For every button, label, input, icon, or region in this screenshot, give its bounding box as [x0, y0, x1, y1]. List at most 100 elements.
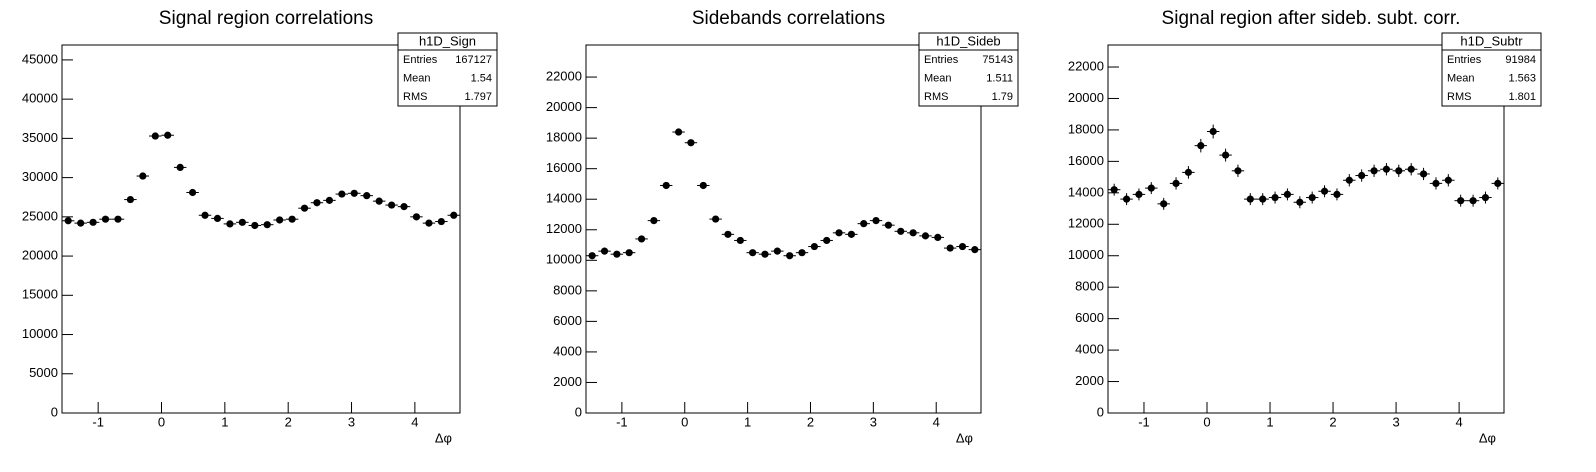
- marker: [1469, 197, 1477, 205]
- stats-value: 1.563: [1508, 72, 1536, 84]
- x-tick-label: 0: [1203, 414, 1210, 429]
- marker: [1147, 184, 1155, 192]
- stats-box: [918, 32, 1019, 107]
- stats-label: Entries: [403, 54, 438, 66]
- stats-value: 75143: [982, 54, 1013, 66]
- marker: [600, 247, 609, 255]
- marker: [1234, 167, 1242, 175]
- y-tick-label: 2000: [1075, 373, 1104, 388]
- marker: [288, 215, 296, 223]
- y-tick-label: 14000: [1068, 184, 1104, 199]
- stats-value: 1.79: [992, 91, 1013, 103]
- marker: [1432, 179, 1440, 187]
- x-tick-label: 3: [1392, 414, 1399, 429]
- marker: [1135, 190, 1143, 199]
- x-tick-label: 4: [1455, 414, 1462, 429]
- y-tick-label: 12000: [546, 221, 582, 236]
- marker: [1345, 176, 1353, 184]
- marker: [687, 139, 695, 147]
- marker: [897, 227, 905, 235]
- marker: [847, 230, 856, 238]
- marker: [276, 216, 284, 224]
- marker: [946, 244, 954, 252]
- marker: [139, 172, 147, 180]
- marker: [300, 204, 309, 212]
- marker: [712, 215, 720, 223]
- y-tick-label: 25000: [22, 208, 58, 223]
- marker: [1308, 193, 1316, 202]
- x-tick-label: 2: [285, 414, 292, 429]
- stats-label: RMS: [403, 91, 427, 103]
- marker: [437, 217, 445, 226]
- x-tick-label: 2: [807, 414, 814, 429]
- chart-title: Signal region after sideb. subt. corr.: [1162, 8, 1461, 29]
- marker: [1184, 168, 1193, 176]
- marker: [637, 235, 646, 243]
- y-tick-label: 16000: [546, 160, 582, 175]
- marker: [1259, 195, 1267, 203]
- marker: [798, 249, 806, 257]
- marker: [313, 199, 321, 207]
- stats-label: RMS: [924, 91, 948, 103]
- marker: [1110, 186, 1118, 194]
- marker: [126, 195, 134, 204]
- stats-label: Mean: [403, 72, 431, 84]
- marker: [909, 229, 917, 237]
- marker: [835, 229, 843, 237]
- marker: [810, 242, 818, 251]
- frame: [61, 44, 461, 414]
- marker: [1246, 195, 1254, 203]
- marker: [375, 197, 383, 205]
- y-tick-label: 8000: [1075, 279, 1104, 294]
- marker: [1283, 190, 1292, 199]
- y-tick-label: 12000: [1068, 216, 1104, 231]
- x-tick-label: 2: [1329, 414, 1336, 429]
- marker: [213, 214, 222, 223]
- x-tick-label: -1: [1138, 414, 1150, 429]
- y-tick-label: 10000: [22, 326, 58, 341]
- x-tick-label: 0: [158, 414, 165, 429]
- marker: [238, 218, 246, 226]
- marker: [860, 220, 868, 228]
- frame: [1107, 44, 1505, 414]
- stats-value: 91984: [1505, 54, 1536, 66]
- marker: [736, 236, 744, 245]
- marker: [1122, 195, 1131, 203]
- stats-label: Mean: [924, 72, 952, 84]
- marker: [823, 236, 831, 245]
- marker: [338, 190, 346, 198]
- y-tick-label: 18000: [1068, 121, 1104, 136]
- y-tick-label: 6000: [553, 313, 582, 328]
- marker: [884, 221, 893, 229]
- marker: [749, 249, 757, 257]
- x-axis-label: Δφ: [956, 430, 973, 445]
- marker: [201, 211, 209, 219]
- marker: [1382, 165, 1391, 173]
- marker: [114, 215, 122, 223]
- marker: [1320, 187, 1329, 195]
- marker: [1444, 176, 1452, 184]
- y-tick-label: 35000: [22, 130, 58, 145]
- marker: [786, 252, 794, 260]
- stats-value: 1.511: [986, 72, 1013, 84]
- y-tick-label: 20000: [546, 99, 582, 114]
- marker: [1197, 142, 1205, 150]
- stats-name: h1D_Sideb: [936, 33, 1000, 48]
- marker: [363, 192, 371, 200]
- marker: [1494, 179, 1502, 187]
- marker: [77, 219, 85, 227]
- marker: [773, 247, 781, 255]
- stats-value: 1.54: [471, 72, 492, 84]
- marker: [1395, 167, 1403, 175]
- x-tick-label: 4: [411, 414, 418, 429]
- stats-name: h1D_Subtr: [1460, 33, 1523, 48]
- marker: [412, 213, 421, 221]
- y-tick-label: 10000: [546, 252, 582, 267]
- stats-label: Entries: [1447, 54, 1482, 66]
- chart-title: Sidebands correlations: [692, 8, 885, 29]
- marker: [1209, 127, 1217, 136]
- marker: [189, 188, 197, 197]
- x-tick-label: -1: [616, 414, 628, 429]
- marker: [724, 230, 732, 238]
